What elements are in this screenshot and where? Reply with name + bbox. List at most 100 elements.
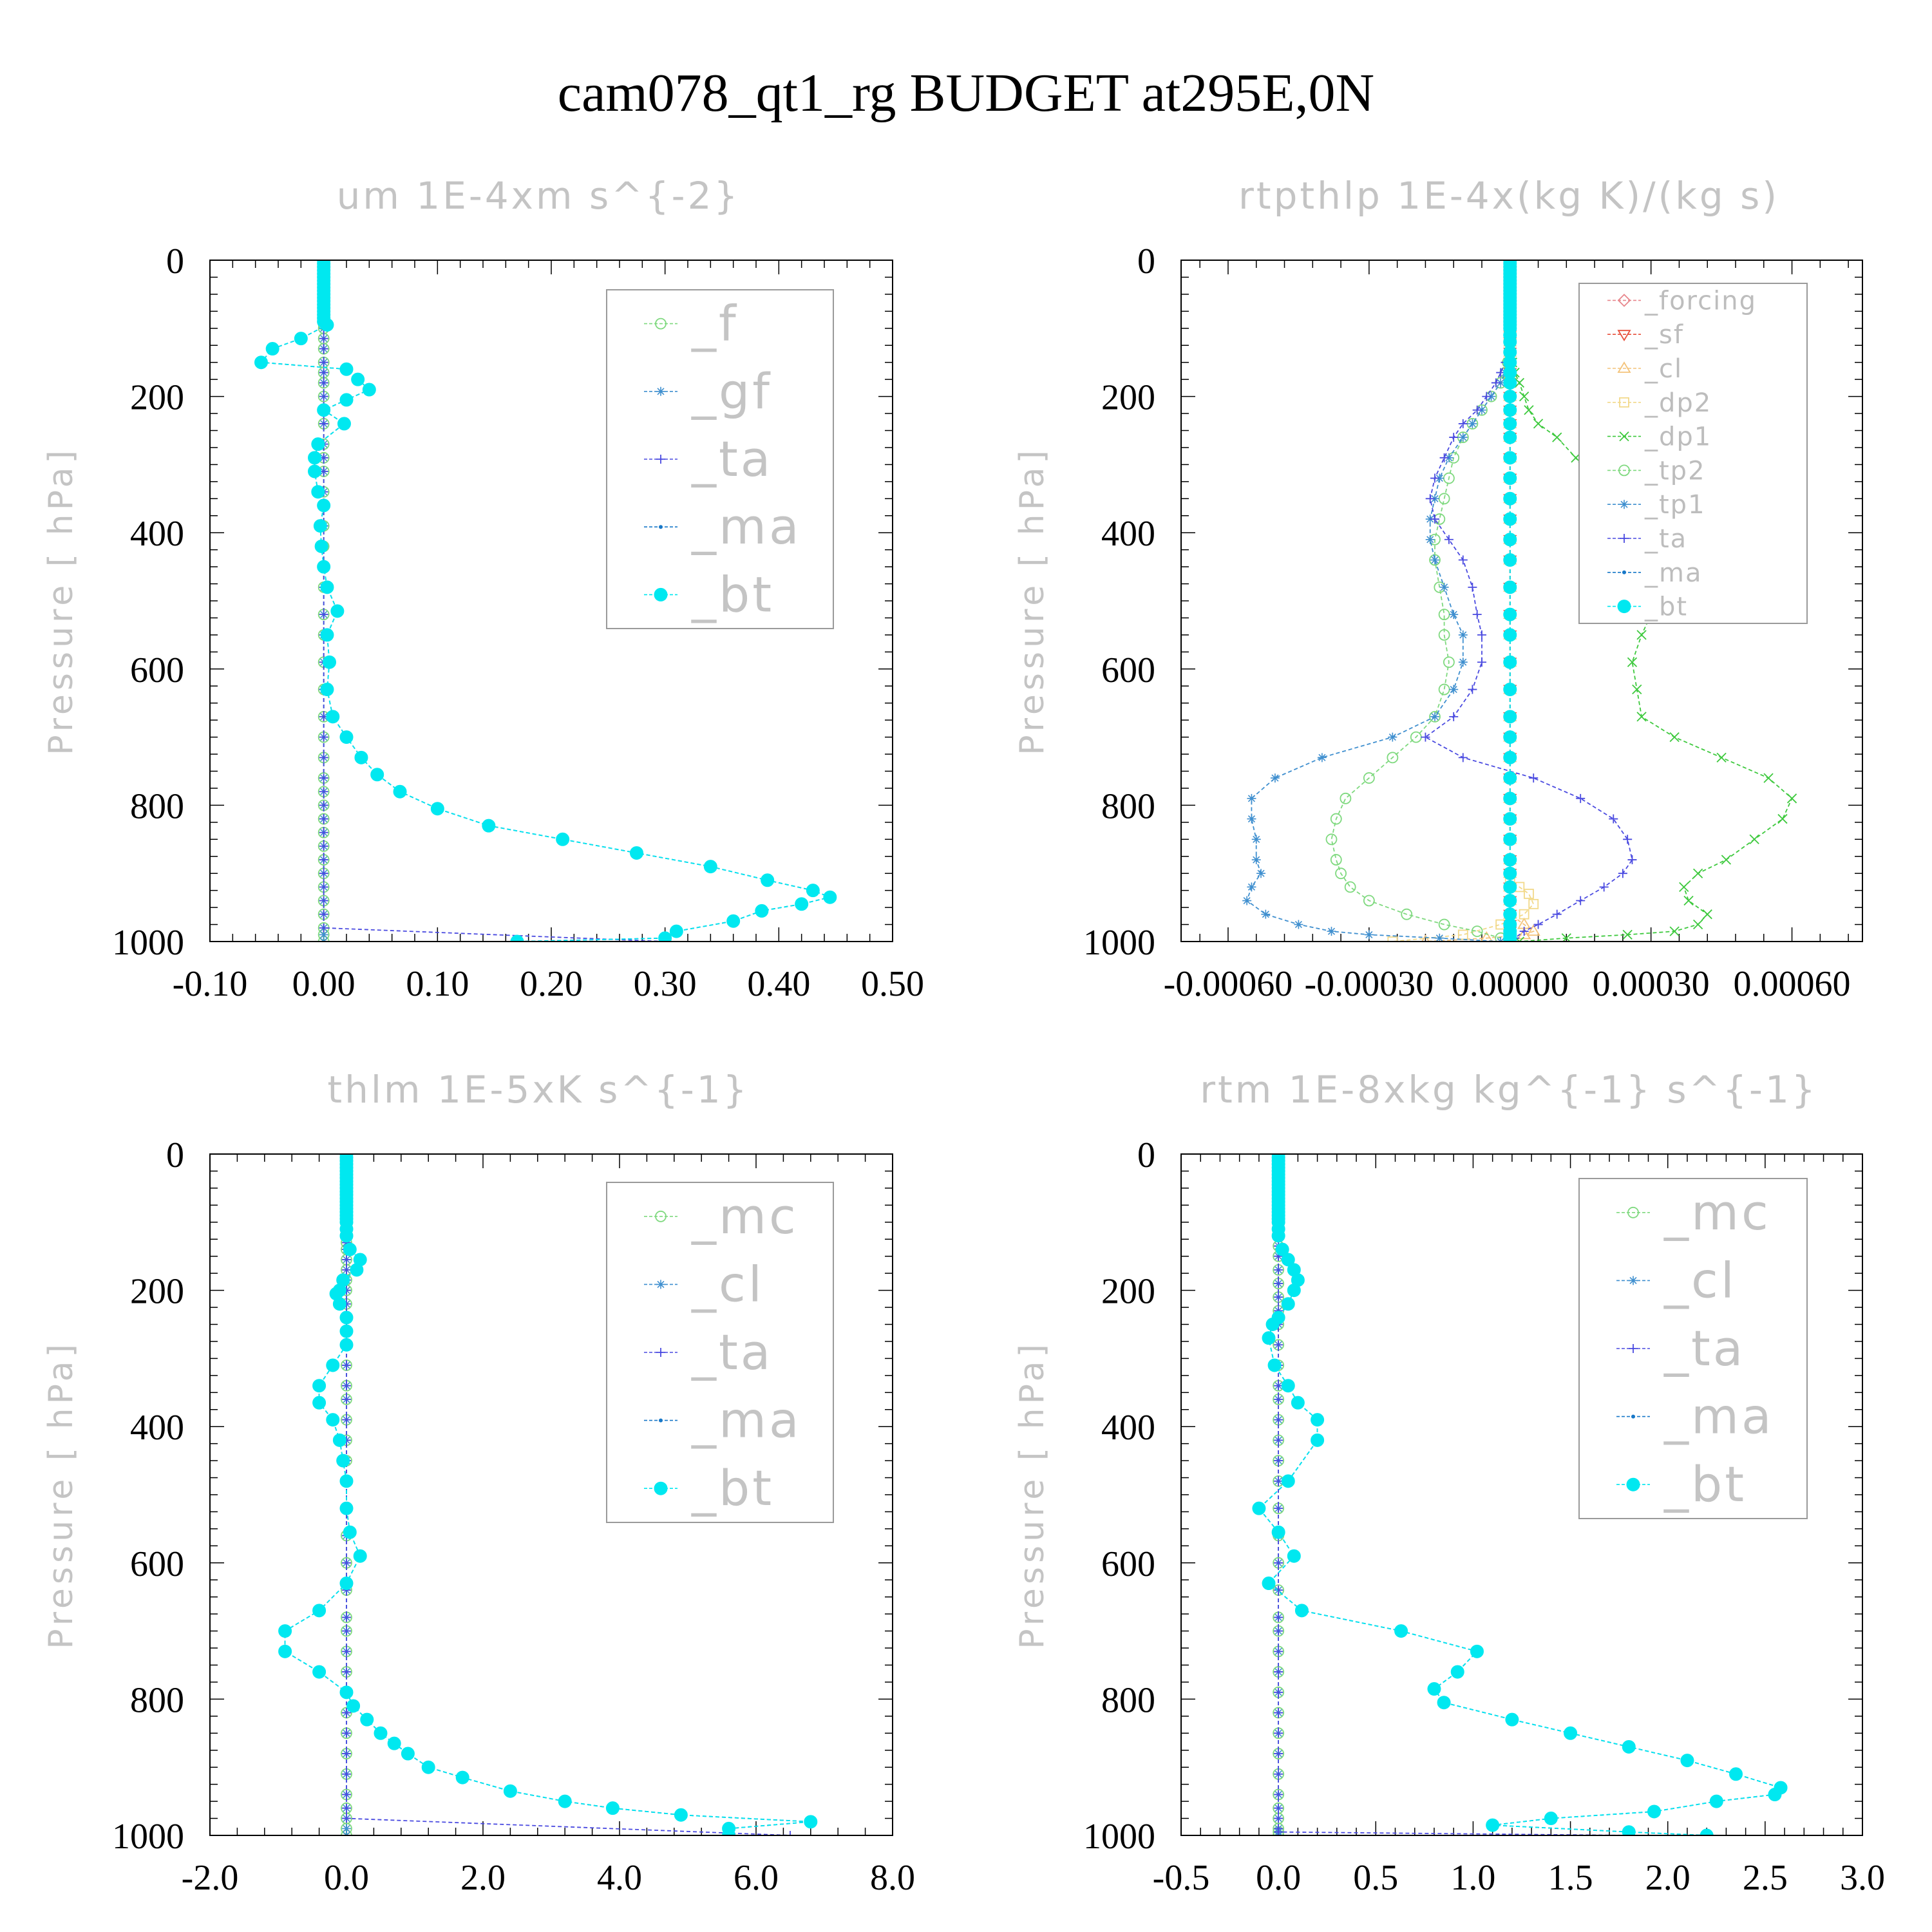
legend-marker [659,525,663,529]
data-point [1472,610,1482,620]
legend-label: _ta [1644,524,1687,554]
series-bt [1252,1154,1788,1835]
data-point [1669,732,1680,743]
data-point [330,604,345,618]
data-point [311,437,325,451]
panel-1: um 1E-4xm s^{-2} Pressure [ hPa] 0 200 400 60… [42,174,924,1004]
data-point [1552,432,1562,442]
data-point [1618,869,1627,878]
data-point [1294,1604,1309,1618]
data-point [1274,1814,1283,1823]
data-point [1524,405,1534,415]
data-point [1526,924,1540,936]
data-point [339,1229,354,1243]
data-point [342,1613,351,1622]
data-point [1247,793,1256,803]
data-point [1482,392,1492,401]
data-point [1486,392,1496,401]
x-tick-label: 0.00000 [1452,964,1569,1004]
data-point [669,924,683,938]
y-tick-label: 400 [130,1408,184,1448]
legend-label: _cl [1644,354,1683,384]
data-point [312,1665,327,1679]
legend-label: _mc [691,1188,799,1245]
panel-2: rtpthlp 1E-4x(kg K)/(kg s) Pressure [ hPa… [1013,174,1863,1004]
data-point [1702,909,1712,920]
x-tick-label: 2.5 [1743,1858,1788,1898]
data-point [1438,918,1450,931]
legend-marker [1629,1276,1638,1285]
data-point [342,1626,351,1636]
legend-label: _bt [691,565,774,623]
data-point [1421,732,1430,742]
data-point [312,1396,327,1410]
data-point [1281,1297,1295,1311]
data-point [319,787,328,797]
data-point [1387,936,1398,942]
data-point [1430,712,1440,721]
data-point [1576,793,1586,803]
legend-marker [1617,294,1631,307]
data-point [319,368,328,377]
data-point [370,768,384,782]
data-point [1435,933,1444,942]
data-point [1330,813,1342,825]
legend: _forcing _sf _cl _dp2 _dp1 _tp2 _tp1 _ta _ma _bt [1578,283,1808,624]
data-point [1524,889,1534,899]
y-tick-label: 1000 [112,923,184,963]
data-point [1471,925,1483,938]
data-point [1468,419,1477,428]
data-point [308,451,322,465]
plot-frame [1180,1153,1863,1836]
series-bt [278,1154,818,1835]
data-point [786,1831,795,1835]
x-tick-label: 0.00 [292,964,355,1004]
data-point [1622,1825,1636,1835]
data-point [353,1549,367,1563]
data-point [323,655,336,669]
y-axis-label: Pressure [ hPa] [1013,1340,1052,1649]
legend-marker [1622,570,1626,574]
x-tick-label: -0.5 [1153,1858,1210,1898]
data-point [1435,473,1444,483]
data-point [1387,752,1399,764]
data-point [1394,1624,1408,1638]
data-point [1576,896,1586,905]
data-point [360,1712,374,1727]
data-point [1749,834,1759,844]
data-point [1274,1626,1283,1636]
data-point [1274,1435,1283,1445]
data-point [1768,1788,1782,1802]
data-point [761,873,775,887]
data-point [343,1242,357,1256]
x-tick-label: 3.0 [1840,1858,1885,1898]
data-point [319,732,328,742]
panel-title: thlm 1E-5xK s^{-1} [327,1068,749,1112]
x-tick-label: 6.0 [734,1858,779,1898]
data-point [658,931,672,942]
data-point [1458,555,1468,565]
data-point [1317,753,1327,762]
data-point [339,393,354,407]
data-point [1275,1242,1289,1256]
data-point [1429,554,1441,566]
legend-marker [1617,361,1631,373]
data-point [339,1501,354,1515]
data-point [1679,882,1689,892]
data-point [342,1381,351,1390]
x-tick-label: 0.00060 [1734,964,1851,1004]
x-tick-label: 0.40 [747,964,810,1004]
legend-label: _cl [691,1255,764,1312]
series-line [1331,260,1511,942]
legend-box [1578,283,1808,624]
data-point [342,1647,351,1656]
data-point [1274,1803,1283,1813]
data-point [1274,1265,1283,1274]
data-point [558,1794,572,1808]
data-point [726,914,741,928]
data-point [1503,375,1517,390]
data-point [1503,580,1517,594]
data-point [339,1474,354,1488]
data-point [1251,855,1261,865]
data-point [1503,791,1517,806]
